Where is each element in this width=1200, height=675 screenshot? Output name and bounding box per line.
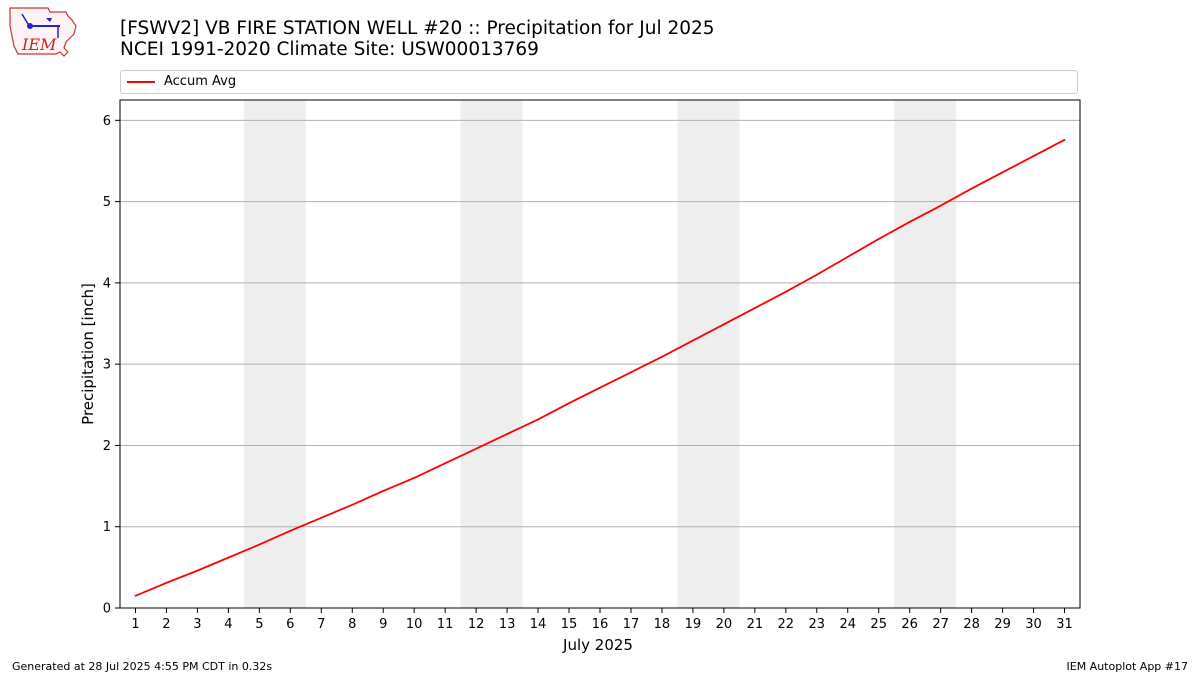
x-tick-label-10: 10 xyxy=(406,617,423,632)
weekend-band-3 xyxy=(677,100,740,608)
y-axis-label: Precipitation [inch] xyxy=(79,283,97,425)
x-tick-label-25: 25 xyxy=(870,617,887,632)
y-tick-label-6: 6 xyxy=(103,114,111,129)
x-tick-label-26: 26 xyxy=(901,617,918,632)
data-point-day-1 xyxy=(134,594,137,597)
data-point-day-3 xyxy=(196,569,199,572)
data-point-day-23 xyxy=(815,273,818,276)
x-tick-label-9: 9 xyxy=(379,617,387,632)
x-tick-label-20: 20 xyxy=(716,617,733,632)
data-point-day-4 xyxy=(227,556,230,559)
data-point-day-5 xyxy=(258,543,261,546)
x-tick-label-11: 11 xyxy=(437,617,454,632)
x-tick-label-14: 14 xyxy=(530,617,547,632)
x-tick-label-3: 3 xyxy=(193,617,201,632)
data-point-day-17 xyxy=(630,371,632,374)
data-point-day-15 xyxy=(568,402,570,405)
data-point-day-27 xyxy=(939,204,942,207)
y-tick-label-1: 1 xyxy=(103,520,111,535)
data-point-day-7 xyxy=(320,516,323,519)
x-tick-label-12: 12 xyxy=(468,617,485,632)
x-tick-label-13: 13 xyxy=(499,617,516,632)
data-point-day-20 xyxy=(722,323,725,326)
weekend-band-2 xyxy=(460,100,523,608)
weekend-band-4 xyxy=(894,100,957,608)
iem-logo: IEM xyxy=(9,7,77,57)
x-tick-label-16: 16 xyxy=(592,617,609,632)
app-credit: IEM Autoplot App #17 xyxy=(1066,660,1189,673)
data-point-day-12 xyxy=(475,447,478,450)
x-tick-label-18: 18 xyxy=(654,617,671,632)
x-tick-label-29: 29 xyxy=(994,617,1011,632)
x-tick-label-2: 2 xyxy=(162,617,170,632)
legend-label-accum-avg: Accum Avg xyxy=(164,74,237,89)
data-point-day-6 xyxy=(289,529,292,532)
data-point-day-26 xyxy=(908,221,911,223)
legend-swatch-accum-avg xyxy=(127,81,155,83)
data-point-day-28 xyxy=(970,187,973,190)
data-point-day-29 xyxy=(1001,171,1004,174)
data-point-day-19 xyxy=(692,339,694,342)
y-tick-label-4: 4 xyxy=(103,276,111,291)
x-tick-label-27: 27 xyxy=(932,617,949,632)
chart-title-line2: NCEI 1991-2020 Climate Site: USW00013769 xyxy=(120,39,539,60)
x-tick-label-31: 31 xyxy=(1056,617,1073,632)
x-tick-label-21: 21 xyxy=(747,617,764,632)
x-tick-label-8: 8 xyxy=(348,617,356,632)
x-tick-label-24: 24 xyxy=(839,617,856,632)
plot-frame xyxy=(119,99,1081,609)
y-tick-label-3: 3 xyxy=(103,358,111,373)
x-tick-label-17: 17 xyxy=(623,617,640,632)
x-tick-label-5: 5 xyxy=(255,617,263,632)
data-point-day-14 xyxy=(537,418,539,421)
chart-title-line1: [FSWV2] VB FIRE STATION WELL #20 :: Prec… xyxy=(120,18,715,39)
x-tick-label-15: 15 xyxy=(561,617,578,632)
x-tick-label-22: 22 xyxy=(778,617,795,632)
data-point-day-31 xyxy=(1063,138,1066,141)
x-tick-label-4: 4 xyxy=(224,617,232,632)
data-point-day-30 xyxy=(1032,155,1035,157)
y-tick-label-0: 0 xyxy=(103,602,111,617)
logo-text: IEM xyxy=(21,35,57,54)
x-tick-label-6: 6 xyxy=(286,617,294,632)
data-point-day-21 xyxy=(753,307,756,309)
data-point-day-2 xyxy=(165,581,168,584)
legend: Accum Avg xyxy=(120,70,1078,94)
x-tick-label-23: 23 xyxy=(809,617,826,632)
y-tick-label-2: 2 xyxy=(103,439,111,454)
x-tick-label-19: 19 xyxy=(685,617,702,632)
generated-timestamp: Generated at 28 Jul 2025 4:55 PM CDT in … xyxy=(12,660,273,673)
data-point-day-9 xyxy=(382,490,385,492)
data-point-day-11 xyxy=(444,462,447,465)
data-point-day-10 xyxy=(413,477,416,479)
x-axis-label: July 2025 xyxy=(562,636,633,654)
x-tick-label-30: 30 xyxy=(1025,617,1042,632)
weekend-band-1 xyxy=(243,100,306,608)
x-tick-label-1: 1 xyxy=(131,617,139,632)
chart-title: [FSWV2] VB FIRE STATION WELL #20 :: Prec… xyxy=(120,18,715,60)
x-tick-label-28: 28 xyxy=(963,617,980,632)
data-point-day-13 xyxy=(506,433,508,435)
x-tick-label-7: 7 xyxy=(317,617,325,632)
data-point-day-18 xyxy=(661,355,663,358)
data-point-day-24 xyxy=(846,255,849,258)
data-point-day-25 xyxy=(877,238,880,240)
y-tick-label-5: 5 xyxy=(103,195,111,210)
data-point-day-8 xyxy=(351,503,354,506)
data-point-day-16 xyxy=(599,386,601,389)
data-point-day-22 xyxy=(784,290,787,293)
